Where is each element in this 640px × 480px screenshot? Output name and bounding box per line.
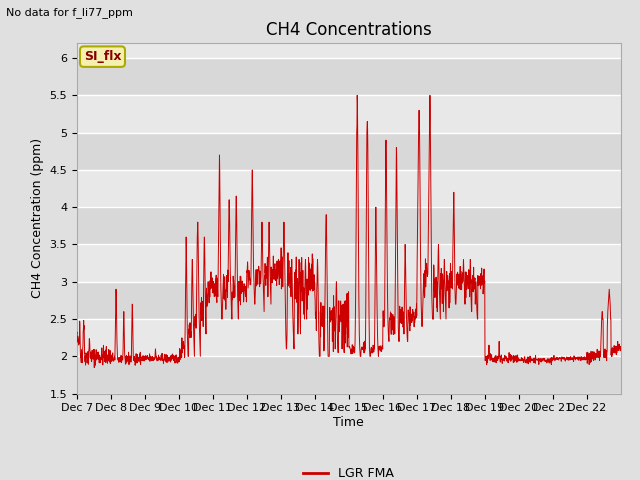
X-axis label: Time: Time — [333, 416, 364, 429]
Legend: LGR FMA: LGR FMA — [298, 462, 399, 480]
Bar — [77, 207, 621, 244]
Bar — [77, 58, 621, 96]
Text: No data for f_li77_ppm: No data for f_li77_ppm — [6, 7, 133, 18]
Bar — [77, 356, 621, 394]
Bar — [77, 96, 621, 132]
Y-axis label: CH4 Concentration (ppm): CH4 Concentration (ppm) — [31, 138, 44, 299]
Text: SI_flx: SI_flx — [84, 50, 121, 63]
Bar — [77, 170, 621, 207]
Bar — [77, 244, 621, 282]
Bar — [77, 319, 621, 356]
Title: CH4 Concentrations: CH4 Concentrations — [266, 21, 431, 39]
Bar — [77, 132, 621, 170]
Bar — [77, 282, 621, 319]
